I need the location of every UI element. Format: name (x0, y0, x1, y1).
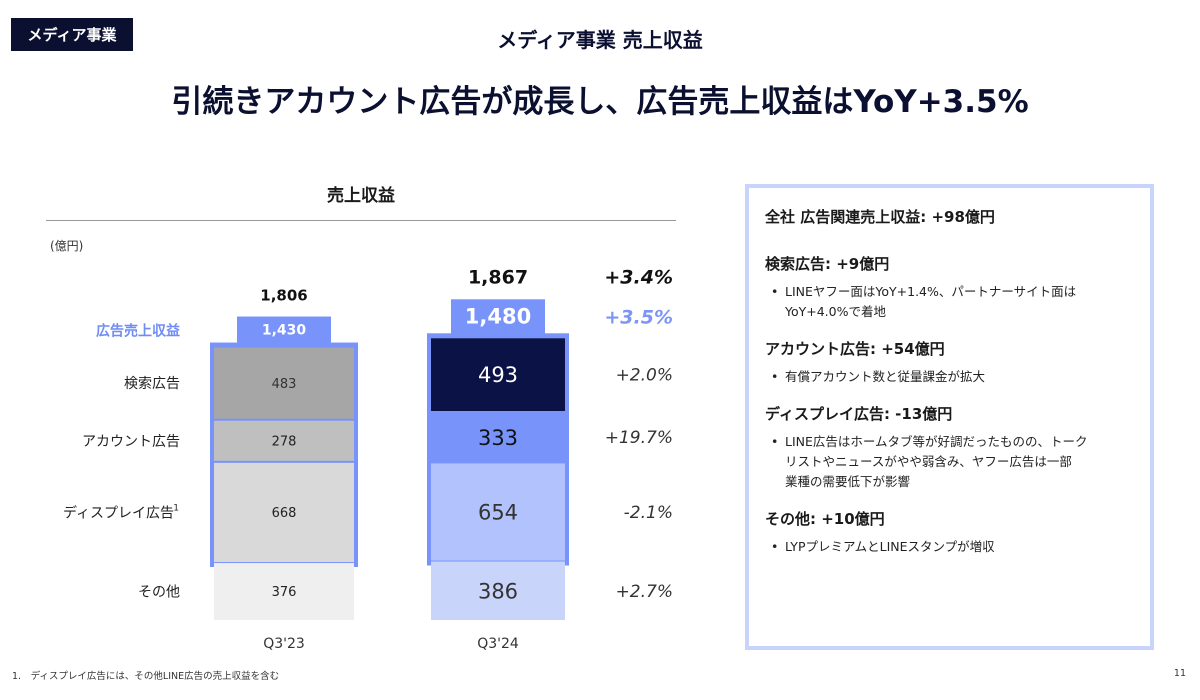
info-category-title: アカウント広告: +54億円 (765, 340, 945, 358)
yoy-series-value: +19.7% (605, 428, 673, 448)
series-row-label: ディスプレイ広告 (63, 504, 174, 521)
section-badge: メディア事業 (11, 18, 133, 51)
ad-revenue-value: 1,430 (262, 323, 307, 339)
chart-divider (46, 220, 676, 221)
x-axis-label: Q3'24 (477, 636, 519, 652)
yoy-ad-revenue: +3.5% (604, 306, 673, 328)
info-category-search: 検索広告: +9億円 LINEヤフー面はYoY+1.4%、パートナーサイト面はY… (765, 253, 1136, 322)
unit-label: (億円) (50, 239, 83, 253)
ad-revenue-tab (237, 316, 331, 345)
section-title: メディア事業 売上収益 (497, 28, 703, 52)
bar-value-label: 376 (272, 585, 297, 600)
series-row-label: 検索広告 (124, 375, 180, 392)
info-total: 全社 広告関連売上収益: +98億円 (765, 208, 995, 226)
bar-segment (214, 563, 354, 620)
ad-revenue-tab (451, 299, 545, 336)
series-row-label: アカウント広告 (82, 434, 180, 450)
page-headline: 引続きアカウント広告が成長し、広告売上収益はYoY+3.5% (171, 84, 1029, 120)
info-bullet: LYPプレミアムとLINEスタンプが増収 (765, 537, 1136, 557)
total-value: 1,806 (260, 287, 307, 305)
footnote: 1. ディスプレイ広告には、その他LINE広告の売上収益を含む (12, 671, 280, 682)
info-category-title: ディスプレイ広告: -13億円 (765, 405, 953, 423)
bar-value-label: 668 (272, 506, 297, 521)
bar-value-label: 386 (478, 579, 518, 603)
ad-revenue-row-label: 広告売上収益 (96, 323, 180, 340)
total-value: 1,867 (468, 266, 528, 288)
revenue-stacked-bar-chart: (億円) 483 278 668 376 493 333 654 386 1,430 1,806 1,… (50, 239, 673, 652)
footnote-mark: 1 (173, 503, 179, 513)
page-number: 11 (1173, 668, 1186, 679)
ad-revenue-value: 1,480 (465, 304, 531, 328)
bar-segment (214, 347, 354, 419)
yoy-series-value: -2.1% (624, 503, 673, 523)
yoy-total: +3.4% (604, 266, 673, 288)
x-axis-label: Q3'23 (263, 636, 305, 652)
bar-segment (431, 561, 565, 620)
bar-value-label: 483 (272, 377, 297, 392)
ad-revenue-breakdown-box: 全社 広告関連売上収益: +98億円 検索広告: +9億円 LINEヤフー面はY… (745, 184, 1154, 650)
info-category-title: 検索広告: +9億円 (765, 255, 890, 273)
bar-segment (214, 420, 354, 461)
chart-title: 売上収益 (327, 186, 395, 206)
yoy-series-value: +2.0% (616, 366, 673, 386)
bar-value-label: 333 (478, 426, 518, 450)
info-category-title: その他: +10億円 (765, 510, 885, 528)
yoy-series-value: +2.7% (616, 582, 673, 602)
bar-segment (431, 338, 565, 411)
bar-value-label: 493 (478, 363, 518, 387)
info-category-other: その他: +10億円 LYPプレミアムとLINEスタンプが増収 (765, 508, 1136, 557)
info-category-account: アカウント広告: +54億円 有償アカウント数と従量課金が拡大 (765, 338, 1136, 387)
info-bullet: 有償アカウント数と従量課金が拡大 (765, 367, 1136, 387)
info-bullet: LINE広告はホームタブ等が好調だったものの、トークリストやニュースがやや弱含み… (765, 432, 1136, 492)
bar-segment (431, 412, 565, 462)
bar-segment (431, 463, 565, 561)
bar-value-label: 654 (478, 501, 518, 525)
info-category-display: ディスプレイ広告: -13億円 LINE広告はホームタブ等が好調だったものの、ト… (765, 403, 1136, 492)
series-row-label: その他 (138, 585, 180, 601)
bar-value-label: 278 (272, 434, 297, 449)
bar-segment (214, 462, 354, 563)
